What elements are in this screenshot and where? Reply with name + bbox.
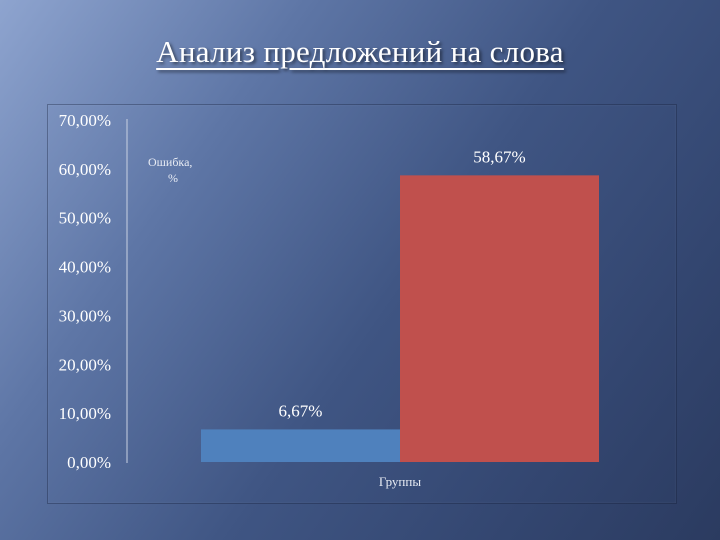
x-axis-label: Группы bbox=[379, 474, 421, 489]
bar bbox=[201, 429, 400, 462]
y-tick-label: 30,00% bbox=[59, 306, 111, 325]
y-tick-label: 50,00% bbox=[59, 209, 111, 228]
bar-value-label: 6,67% bbox=[279, 401, 323, 420]
bars bbox=[201, 175, 599, 462]
y-tick-label: 10,00% bbox=[59, 404, 111, 423]
slide-title: Анализ предложений на слова bbox=[156, 34, 564, 69]
y-tick-label: 60,00% bbox=[59, 160, 111, 179]
bar-value-label: 58,67% bbox=[473, 147, 525, 166]
bar bbox=[400, 175, 599, 462]
chart-frame bbox=[47, 104, 677, 504]
legend-line-2: % bbox=[168, 171, 178, 185]
y-tick-label: 40,00% bbox=[59, 258, 111, 277]
legend-line-1: Ошибка, bbox=[148, 155, 192, 169]
y-tick-label: 70,00% bbox=[59, 111, 111, 130]
y-axis-ticks: 70,00% 60,00% 50,00% 40,00% 30,00% 20,00% 10,0… bbox=[59, 111, 111, 472]
y-tick-label: 0,00% bbox=[67, 453, 111, 472]
data-labels: 6,67% 58,67% bbox=[279, 147, 526, 420]
y-tick-label: 20,00% bbox=[59, 355, 111, 374]
